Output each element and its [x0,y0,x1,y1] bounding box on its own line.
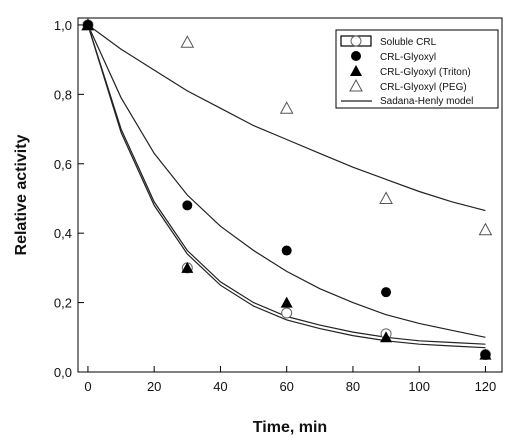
x-tick-label: 60 [279,379,293,394]
legend-label-crl-glyoxyl-triton: CRL-Glyoxyl (Triton) [380,67,471,78]
legend: Soluble CRL CRL-Glyoxyl CRL-Glyoxyl (Tri… [335,29,499,109]
y-tick-label: 0,6 [54,157,72,172]
x-tick-label: 100 [408,379,430,394]
point-crl-glyoxyl-triton [479,348,492,360]
y-tick-label: 0,2 [54,296,72,311]
legend-marker-crl-glyoxyl-triton [350,65,362,76]
model-curve [87,24,486,349]
x-tick-label: 120 [475,379,497,394]
point-crl-glyoxyl-peg [180,35,195,48]
legend-label-soluble-crl: Soluble CRL [380,37,437,48]
point-crl-glyoxyl-peg [279,101,294,114]
y-tick-label: 0,8 [54,87,72,102]
y-tick-label: 0,0 [54,365,72,380]
legend-marker-soluble-crl [350,35,362,47]
point-crl-glyoxyl-triton [280,296,293,308]
x-tick-label: 80 [346,379,360,394]
x-tick-label: 40 [213,379,227,394]
legend-label-crl-glyoxyl: CRL-Glyoxyl [380,52,436,63]
legend-box [335,29,499,109]
model-curve [87,24,486,212]
plot-frame [77,17,503,373]
point-crl-glyoxyl-triton [81,18,94,30]
point-crl-glyoxyl-peg [478,222,493,236]
data-points [81,17,493,361]
legend-marker-crl-glyoxyl [351,51,361,61]
axis-ticks: 0 20 40 60 80 100 120 0,0 0,2 0,4 0,6 0,8 1,0 [54,18,496,394]
point-crl-glyoxyl-triton [380,331,393,343]
legend-label-sadana-henly-model: Sadana-Henly model [380,96,473,107]
legend-marker-crl-glyoxyl-peg [349,78,363,92]
point-crl-glyoxyl [281,245,292,256]
y-tick-label: 1,0 [54,18,72,33]
point-soluble-crl [281,307,293,319]
point-crl-glyoxyl-peg [379,191,393,204]
legend-items [341,35,372,102]
point-crl-glyoxyl [381,287,392,298]
x-tick-label: 0 [84,379,91,394]
legend-label-crl-glyoxyl-peg: CRL-Glyoxyl (PEG) [380,82,467,93]
point-crl-glyoxyl-triton [181,261,194,273]
y-axis-title: Relative activity [13,134,30,255]
x-tick-label: 20 [147,379,161,394]
model-curve [87,24,486,338]
x-axis-title: Time, min [253,419,327,436]
y-tick-label: 0,4 [54,226,72,241]
point-crl-glyoxyl [182,200,193,211]
